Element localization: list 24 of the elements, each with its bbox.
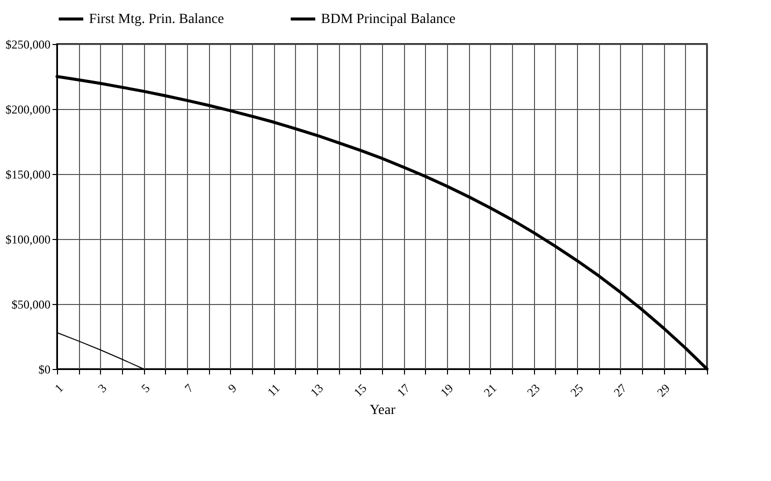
x-tick-label: 29 xyxy=(654,381,673,400)
x-tick-label: 1 xyxy=(52,381,66,396)
x-tick-label: 9 xyxy=(225,381,240,396)
x-tick-label: 23 xyxy=(524,381,543,400)
y-tick-label: $50,000 xyxy=(12,298,50,312)
legend-label: BDM Principal Balance xyxy=(321,12,456,27)
x-tick-label: 19 xyxy=(438,381,456,400)
x-axis-title: Year xyxy=(370,402,396,418)
y-tick-label: $250,000 xyxy=(6,38,50,52)
y-tick-label: $100,000 xyxy=(6,232,50,246)
x-tick-label: 3 xyxy=(95,381,110,396)
x-tick-label: 11 xyxy=(264,381,283,400)
x-tick-label: 15 xyxy=(350,381,370,400)
y-tick-label: $150,000 xyxy=(6,168,50,182)
y-tick-label: $0 xyxy=(38,362,50,376)
x-tick-label: 17 xyxy=(394,381,413,400)
x-tick-label: 21 xyxy=(480,381,500,400)
x-tick-label: 13 xyxy=(308,381,326,400)
x-tick-label: 25 xyxy=(568,381,586,400)
y-tick-label: $200,000 xyxy=(6,102,50,116)
x-tick-label: 27 xyxy=(610,381,630,400)
x-tick-label: 5 xyxy=(138,381,153,396)
x-tick-label: 7 xyxy=(182,381,196,396)
legend-label: First Mtg. Prin. Balance xyxy=(89,12,224,27)
